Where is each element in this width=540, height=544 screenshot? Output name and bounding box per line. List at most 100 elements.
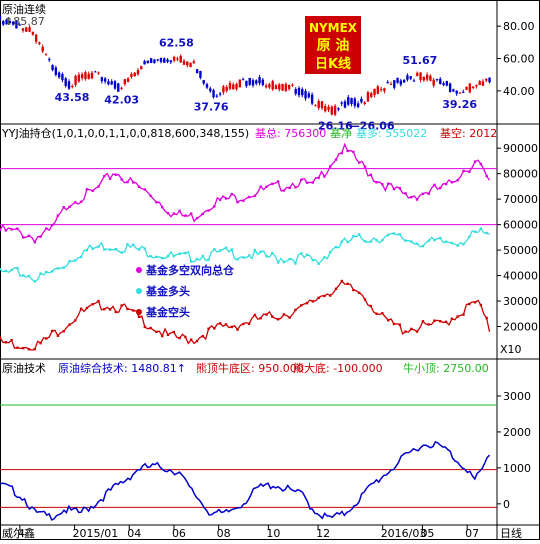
price-candle — [458, 92, 462, 94]
positions-ytick-label: 60000 — [503, 219, 538, 232]
price-candle — [465, 86, 468, 90]
badge-line-3: 日K线 — [315, 56, 351, 72]
x-tick-label: 08 — [217, 527, 231, 540]
price-candle — [192, 61, 196, 64]
price-candle — [44, 54, 48, 56]
positions-legend-dot — [136, 309, 142, 315]
positions-ytick-label: 40000 — [503, 270, 538, 283]
price-candle — [130, 74, 133, 77]
price-candle — [255, 80, 258, 84]
positions-legend-label: 基金空头 — [145, 305, 190, 319]
positions-header-item: 基净 — [330, 126, 352, 140]
price-candle — [317, 101, 320, 108]
badge-box — [305, 16, 361, 74]
price-candle — [169, 60, 173, 63]
price-candle — [77, 74, 81, 82]
price-candle — [212, 90, 215, 98]
price-candle — [435, 79, 439, 81]
price-candle — [179, 55, 182, 63]
x-tick-label: 2015/01 — [73, 527, 119, 540]
price-candle — [445, 81, 449, 86]
price-candle — [353, 98, 357, 106]
price-candle — [307, 93, 311, 98]
price-candle — [195, 69, 199, 74]
price-candle — [343, 101, 347, 108]
price-candle — [80, 74, 84, 79]
price-candle — [409, 76, 412, 79]
price-candle — [327, 106, 330, 110]
price-candle — [261, 79, 265, 85]
tech-ytick-label: 2000 — [503, 426, 531, 439]
price-annotation: 42.03 — [104, 94, 139, 107]
price-candle — [28, 27, 31, 32]
positions-panel-title: YYJ油持仓(1,0,1,0,0,1,1,0,0,818,600,348,155… — [1, 126, 249, 140]
price-ytick-label: 80.00 — [503, 20, 535, 33]
price-candle — [163, 58, 166, 63]
price-candle — [429, 75, 432, 81]
price-candle — [422, 76, 426, 81]
tech-header-item: 原油综合技术: 1480.81↑ — [58, 361, 186, 375]
tech-header-item: 牛小顶: 2750.00 — [403, 361, 489, 375]
price-candle — [373, 88, 376, 96]
x-tick-label: 12 — [316, 527, 330, 540]
price-annotation: 43.58 — [55, 91, 90, 104]
price-candle — [251, 80, 255, 86]
price-candle — [412, 80, 416, 82]
price-candle — [48, 58, 51, 61]
x-tick-label: 2016/03 — [381, 527, 427, 540]
price-candle — [245, 80, 248, 87]
price-candle — [228, 83, 232, 89]
price-candle — [15, 21, 18, 29]
price-candle — [485, 78, 488, 81]
tech-ytick-label: 0 — [503, 498, 510, 511]
price-candle — [238, 79, 242, 88]
positions-ytick-label: 50000 — [503, 244, 538, 257]
price-candle — [113, 81, 117, 89]
price-candle — [215, 95, 219, 97]
price-candle — [176, 58, 179, 60]
price-candle — [64, 78, 67, 86]
price-candle — [425, 74, 429, 80]
price-candle — [291, 84, 294, 86]
price-candle — [41, 46, 44, 52]
price-ytick-label: 60.00 — [503, 53, 535, 66]
price-candle — [94, 71, 97, 73]
price-candle — [159, 57, 163, 62]
price-candle — [126, 78, 130, 82]
price-candle — [225, 86, 228, 91]
price-candle — [284, 84, 288, 91]
price-panel-top-value: ↑85.87 — [4, 15, 45, 28]
price-candle — [241, 79, 245, 81]
price-annotation: —26.06 — [349, 119, 395, 132]
price-candle — [337, 108, 340, 110]
price-candle — [379, 89, 383, 91]
price-candle — [189, 62, 192, 68]
price-candle — [140, 66, 143, 70]
tech-header-item: 熊大底: -100.000 — [293, 361, 383, 375]
price-candle — [330, 106, 334, 115]
price-candle — [166, 59, 169, 62]
tech-ytick-label: 3000 — [503, 390, 531, 403]
price-candle — [18, 24, 21, 26]
price-candle — [356, 103, 360, 108]
badge-line-1: NYMEX — [309, 21, 358, 35]
price-candle — [31, 31, 35, 35]
price-candle — [264, 85, 268, 88]
price-candle — [209, 88, 212, 92]
x-tick-label: 4 — [18, 527, 25, 540]
price-candle — [301, 89, 304, 96]
price-candle — [149, 58, 153, 63]
price-candle — [363, 102, 366, 105]
x-tick-label: 07 — [465, 527, 479, 540]
price-candle — [172, 56, 176, 61]
price-candle — [452, 89, 455, 92]
price-candle — [370, 93, 373, 97]
price-candle — [294, 88, 297, 94]
price-candle — [347, 97, 350, 105]
price-candle — [481, 81, 485, 86]
price-candle — [386, 81, 389, 84]
positions-series-line — [0, 142, 491, 244]
price-candle — [123, 79, 127, 85]
